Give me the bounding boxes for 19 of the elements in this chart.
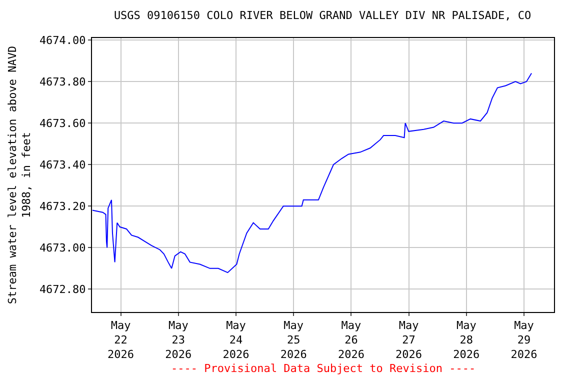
x-tick-label: May 28 2026: [453, 319, 480, 361]
x-tick-label: May 29 2026: [510, 319, 538, 361]
x-tick-label: May 22 2026: [108, 319, 134, 361]
x-tick-label: May 25 2026: [280, 319, 307, 361]
x-tick-label: May 23 2026: [165, 319, 192, 361]
text: ---- Provisional Data Subject to Revision ----: [171, 362, 476, 375]
chart-title: USGS 09106150 COLO RIVER BELOW GRAND VALLEY DIV NR PALISADE, CO: [114, 9, 532, 22]
line-series: [92, 72, 532, 274]
y-tick-label: 4673.20: [39, 200, 86, 213]
y-axis-title: Stream water level elevation above NAVD 1988, in feet: [6, 46, 34, 304]
y-tick-label: 4673.00: [39, 242, 86, 254]
y-tick-label: 4673.80: [39, 75, 86, 88]
x-tick-label: May 26 2026: [338, 319, 364, 361]
y-tick-label: 4673.60: [39, 116, 86, 130]
x-tick-label: May 24 2026: [222, 319, 250, 361]
y-tick-label: 4674.00: [39, 34, 86, 47]
x-tick-label: May 27 2026: [396, 319, 422, 361]
y-tick-label: 4673.40: [39, 158, 86, 172]
y-tick-label: 4672.80: [39, 283, 86, 296]
